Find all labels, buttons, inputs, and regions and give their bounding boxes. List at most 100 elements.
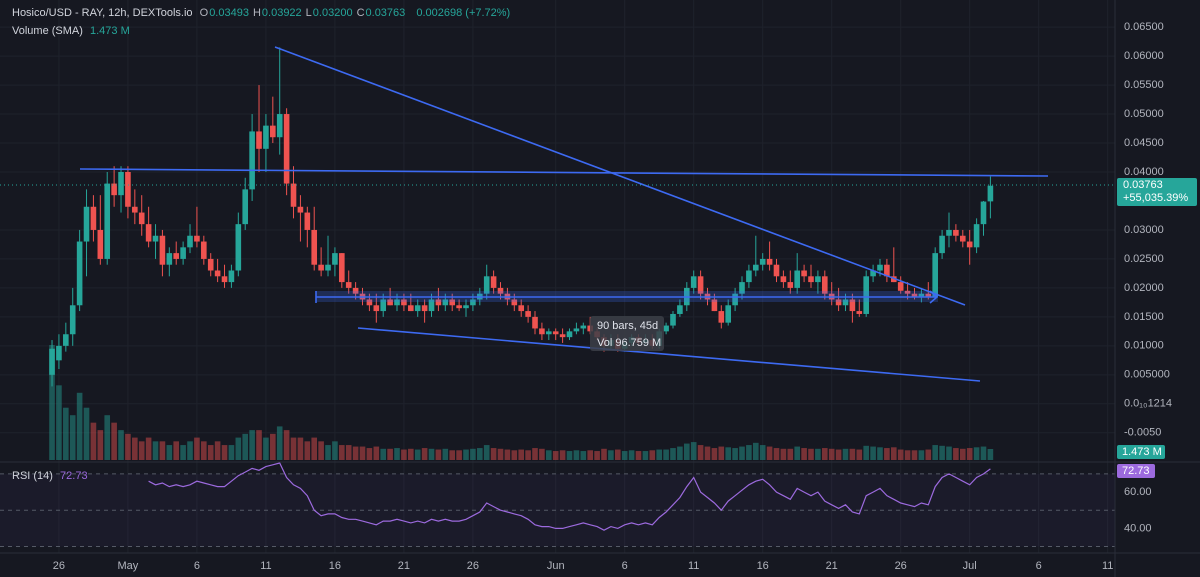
candle-body [670,313,676,326]
rsi-tick-label: 40.00 [1124,522,1152,534]
candle-body [497,287,504,294]
candle-body [394,299,400,306]
volume-bar [249,430,255,460]
volume-bar [677,446,683,460]
candle-body [49,348,55,375]
volume-bar [366,448,373,460]
candle-body [925,293,932,297]
volume-bar [214,441,221,460]
volume-bar [897,449,904,460]
candle-body [449,299,456,306]
volume-bar [318,441,324,460]
candle-body [180,247,186,259]
volume-bar [442,448,449,460]
volume-bar [566,451,573,460]
volume-bar [145,437,152,460]
volume-bar [808,448,814,460]
y-tick-label: 0.04500 [1124,137,1164,149]
y-tick-label: 0.04000 [1124,166,1164,178]
volume-bar [842,448,849,460]
rsi-box [1117,464,1155,478]
candle-body [125,171,131,207]
volume-bar [539,448,545,460]
candle-body [490,276,497,288]
volume-bar [380,448,387,460]
candle-body [235,224,242,271]
volume-bar [387,448,393,460]
x-tick-label: 6 [622,560,628,572]
candle-body [138,212,145,225]
volume-bar [594,451,600,460]
volume-name: Volume (SMA) [12,25,83,37]
y-tick-label: 0.0₁₀1214 [1124,398,1172,410]
volume-bar [870,446,876,460]
candle-body [856,311,863,314]
candle-body [746,270,752,283]
volume-bar [311,437,318,460]
volume-bar [856,449,863,460]
candle-body [525,311,531,317]
volume-bar [787,448,794,460]
ohlc-value: 0.03922 [261,7,302,19]
volume-bar [890,447,897,460]
volume-bar [270,433,276,460]
ohlc-key: H [252,7,261,19]
volume-bar [828,448,835,460]
volume-bar [615,449,621,460]
ohlc-key: L [305,7,312,19]
candle-body [290,183,297,207]
candle-body [201,241,207,259]
volume-bar [69,415,76,460]
x-tick-label: 11 [1102,560,1113,572]
candle-body [249,131,255,190]
volume-bar [684,443,690,460]
volume-last: 1.473 M [1122,446,1162,458]
volume-bar [263,437,269,460]
candle-body [332,253,338,265]
ohlc-key: C [356,7,365,19]
volume-bar [925,449,932,460]
candle-body [863,276,869,314]
volume-bar [504,449,511,460]
volume-bar [325,445,331,460]
candle-body [456,305,462,309]
volume-bar [332,441,338,460]
candle-body [918,293,925,297]
volume-bar [373,446,380,460]
volume-bar [904,450,911,460]
candle-body [718,311,725,323]
candle-body [159,235,166,265]
volume-bar [359,446,366,460]
volume-bar [746,445,752,460]
volume-bar [580,451,587,460]
candle-body [373,305,380,312]
candle-body [242,189,249,225]
candle-body [187,235,193,248]
volume-bar [739,446,745,460]
candle-body [697,276,704,294]
candle-body [966,241,973,248]
volume-bar [97,430,104,460]
candle-body [677,305,683,314]
volume-bar [608,450,614,460]
candle-body [214,270,221,277]
last-price-box [1117,178,1197,206]
candle-body [421,305,428,312]
candle-body [511,299,518,306]
volume-bar [953,448,959,460]
candle-body [339,253,345,283]
x-tick-label: 11 [688,560,699,572]
volume-bar [663,449,669,460]
candle-body [552,331,559,335]
candle-body [104,183,111,259]
candle-body [470,299,476,306]
volume-bar [76,392,83,460]
candles [49,47,994,387]
trend-line [274,46,966,306]
candle-body [663,325,669,332]
candle-body [939,235,945,254]
candle-body [794,270,800,288]
date-range-arrow [929,290,939,304]
volume-bar [221,445,228,460]
